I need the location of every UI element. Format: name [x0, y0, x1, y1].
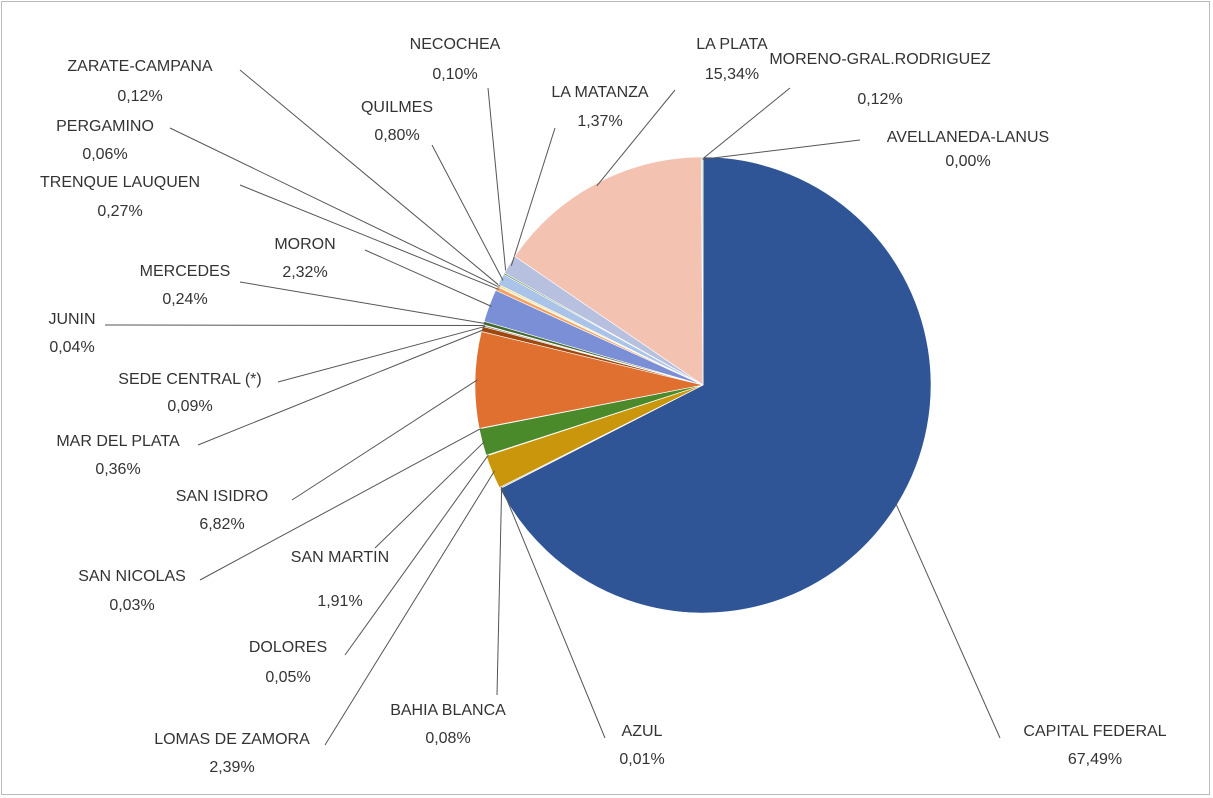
slice-label: DOLORES — [249, 639, 327, 656]
pie-slice — [514, 156, 704, 386]
slice-label: PERGAMINO — [56, 118, 154, 135]
slice-value-label: 0,12% — [117, 88, 162, 105]
slice-label: LA PLATA — [696, 36, 768, 53]
slice-label: LA MATANZA — [551, 84, 649, 101]
slice-value-label: 6,82% — [199, 516, 244, 533]
slice-label: MORENO-GRAL.RODRIGUEZ — [769, 51, 991, 68]
slice-label: LOMAS DE ZAMORA — [154, 731, 310, 748]
slice-value-label: 0,12% — [857, 91, 902, 108]
slice-label: MAR DEL PLATA — [56, 433, 180, 450]
leader-line — [364, 249, 492, 307]
leader-line — [510, 127, 556, 266]
leader-line — [324, 470, 495, 746]
leader-line — [199, 427, 482, 581]
leader-line — [701, 87, 791, 160]
slice-value-label: 0,09% — [167, 398, 212, 415]
slice-value-label: 1,37% — [577, 113, 622, 130]
slice-label: BAHIA BLANCA — [390, 702, 506, 719]
leader-line — [895, 502, 1001, 739]
slice-value-label: 67,49% — [1068, 751, 1122, 768]
leader-line — [344, 454, 489, 656]
slice-label: AZUL — [622, 723, 663, 740]
slice-value-label: 1,91% — [317, 593, 362, 610]
slice-value-label: 0,80% — [374, 127, 419, 144]
leader-line — [596, 89, 676, 187]
leader-line — [197, 329, 485, 446]
slice-label: MERCEDES — [140, 263, 231, 280]
leader-line — [239, 281, 486, 325]
leader-line — [239, 69, 501, 287]
slice-label: SAN ISIDRO — [176, 488, 268, 505]
slice-value-label: 0,24% — [162, 291, 207, 308]
slice-value-label: 2,32% — [282, 264, 327, 281]
slice-value-label: 0,08% — [425, 730, 470, 747]
leader-line — [487, 87, 507, 275]
slice-value-label: 0,10% — [432, 66, 477, 83]
slice-value-label: 0,36% — [95, 461, 140, 478]
leader-line — [374, 441, 485, 549]
slice-value-label: 0,03% — [109, 597, 154, 614]
slice-value-label: 15,34% — [705, 66, 759, 83]
slice-value-label: 0,06% — [82, 146, 127, 163]
pie-slice — [499, 156, 932, 614]
leader-line — [702, 139, 861, 160]
leader-line — [431, 144, 504, 281]
slice-value-label: 2,39% — [209, 759, 254, 776]
slice-value-label: 0,05% — [265, 669, 310, 686]
slice-value-label: 0,27% — [97, 203, 142, 220]
slice-value-label: 0,01% — [619, 751, 664, 768]
slice-value-label: 0,04% — [49, 339, 94, 356]
slice-label: TRENQUE LAUQUEN — [40, 174, 200, 191]
slice-label: SAN MARTIN — [291, 549, 389, 566]
slice-label: AVELLANEDA-LANUS — [887, 129, 1049, 146]
leader-line — [277, 325, 486, 383]
slice-value-label: 0,00% — [945, 153, 990, 170]
leader-line — [104, 324, 486, 327]
slice-label: ZARATE-CAMPANA — [67, 58, 213, 75]
leader-line — [169, 127, 500, 288]
slice-label: CAPITAL FEDERAL — [1023, 723, 1166, 740]
leader-line — [496, 487, 503, 696]
leader-line — [239, 184, 499, 290]
slice-label: QUILMES — [361, 99, 433, 116]
slice-label: SAN NICOLAS — [78, 568, 186, 585]
slice-label: MORON — [274, 236, 335, 253]
leader-line — [501, 487, 606, 739]
slice-label: NECOCHEA — [410, 36, 501, 53]
slice-label: JUNIN — [48, 311, 95, 328]
slice-label: SEDE CENTRAL (*) — [118, 371, 261, 388]
leader-line — [291, 379, 478, 501]
